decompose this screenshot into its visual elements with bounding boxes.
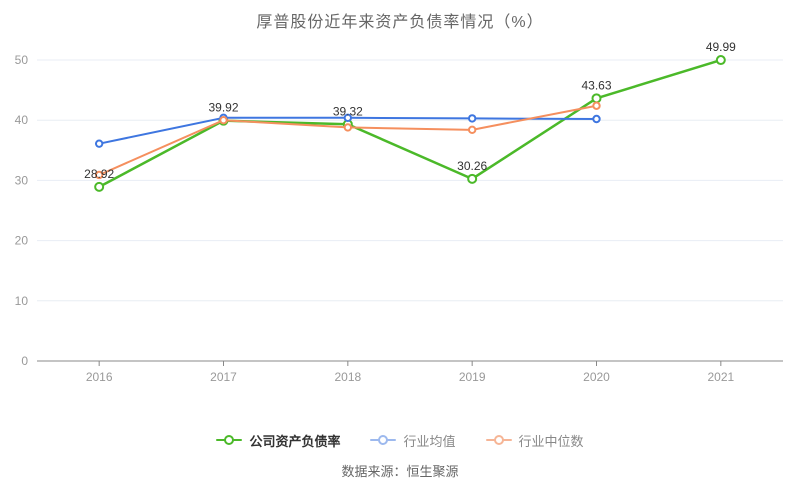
data-point	[467, 114, 477, 123]
legend-item-industry-mean[interactable]: 行业均值	[370, 431, 456, 450]
chart-title: 厚普股份近年来资产负债率情况（%）	[256, 14, 544, 31]
y-tick-label: 20	[15, 234, 29, 248]
data-label: 39.32	[333, 104, 363, 118]
data-point	[467, 173, 478, 184]
data-point	[467, 125, 477, 135]
x-tick-label: 2016	[86, 370, 113, 384]
data-point	[94, 139, 104, 148]
y-tick-label: 30	[15, 173, 29, 187]
data-label: 30.26	[457, 159, 487, 173]
data-source-note: 数据来源：恒生聚源	[341, 464, 459, 479]
data-point	[343, 123, 353, 132]
legend-line-marker-green	[216, 435, 243, 445]
legend-label-industry-mean: 行业均值	[403, 433, 456, 449]
data-point	[591, 93, 602, 104]
series-line	[97, 58, 723, 189]
y-tick-label: 50	[15, 53, 29, 67]
data-point	[94, 181, 105, 192]
data-label: 49.99	[706, 40, 736, 54]
data-label: 39.92	[208, 101, 238, 115]
legend-ring	[493, 435, 504, 445]
legend-ring	[378, 435, 389, 445]
data-point	[94, 170, 104, 180]
legend-item-industry-median[interactable]: 行业中位数	[485, 431, 584, 450]
x-tick-label: 2019	[459, 370, 486, 384]
y-tick-label: 0	[21, 354, 28, 368]
data-label: 43.63	[581, 78, 611, 92]
data-point	[219, 116, 228, 125]
legend-ring	[224, 435, 235, 445]
legend-line-marker-blue	[370, 435, 397, 445]
x-tick-label: 2018	[334, 370, 361, 384]
data-label: 28.92	[84, 167, 114, 181]
line-chart: 0 10 20 30 40 50 2016 2017 2018 2019 2020 2021 28.92…	[15, 40, 783, 384]
legend-item-company-ratio[interactable]: 公司资产负债率	[216, 431, 340, 450]
legend-line-marker-orange	[485, 435, 512, 445]
y-tick-label: 10	[15, 294, 29, 308]
legend-label-industry-median: 行业中位数	[518, 433, 584, 449]
data-point	[715, 55, 726, 66]
x-tick-label: 2017	[210, 370, 237, 384]
y-tick-label: 40	[15, 113, 29, 127]
legend-label-company-ratio: 公司资产负债率	[249, 433, 341, 449]
data-point	[343, 113, 353, 122]
data-point	[592, 114, 601, 124]
x-tick-label: 2021	[707, 370, 734, 384]
data-point	[592, 101, 601, 110]
chart-legend: 公司资产负债率 行业均值 行业中位数	[0, 431, 800, 449]
x-tick-label: 2020	[583, 370, 610, 384]
